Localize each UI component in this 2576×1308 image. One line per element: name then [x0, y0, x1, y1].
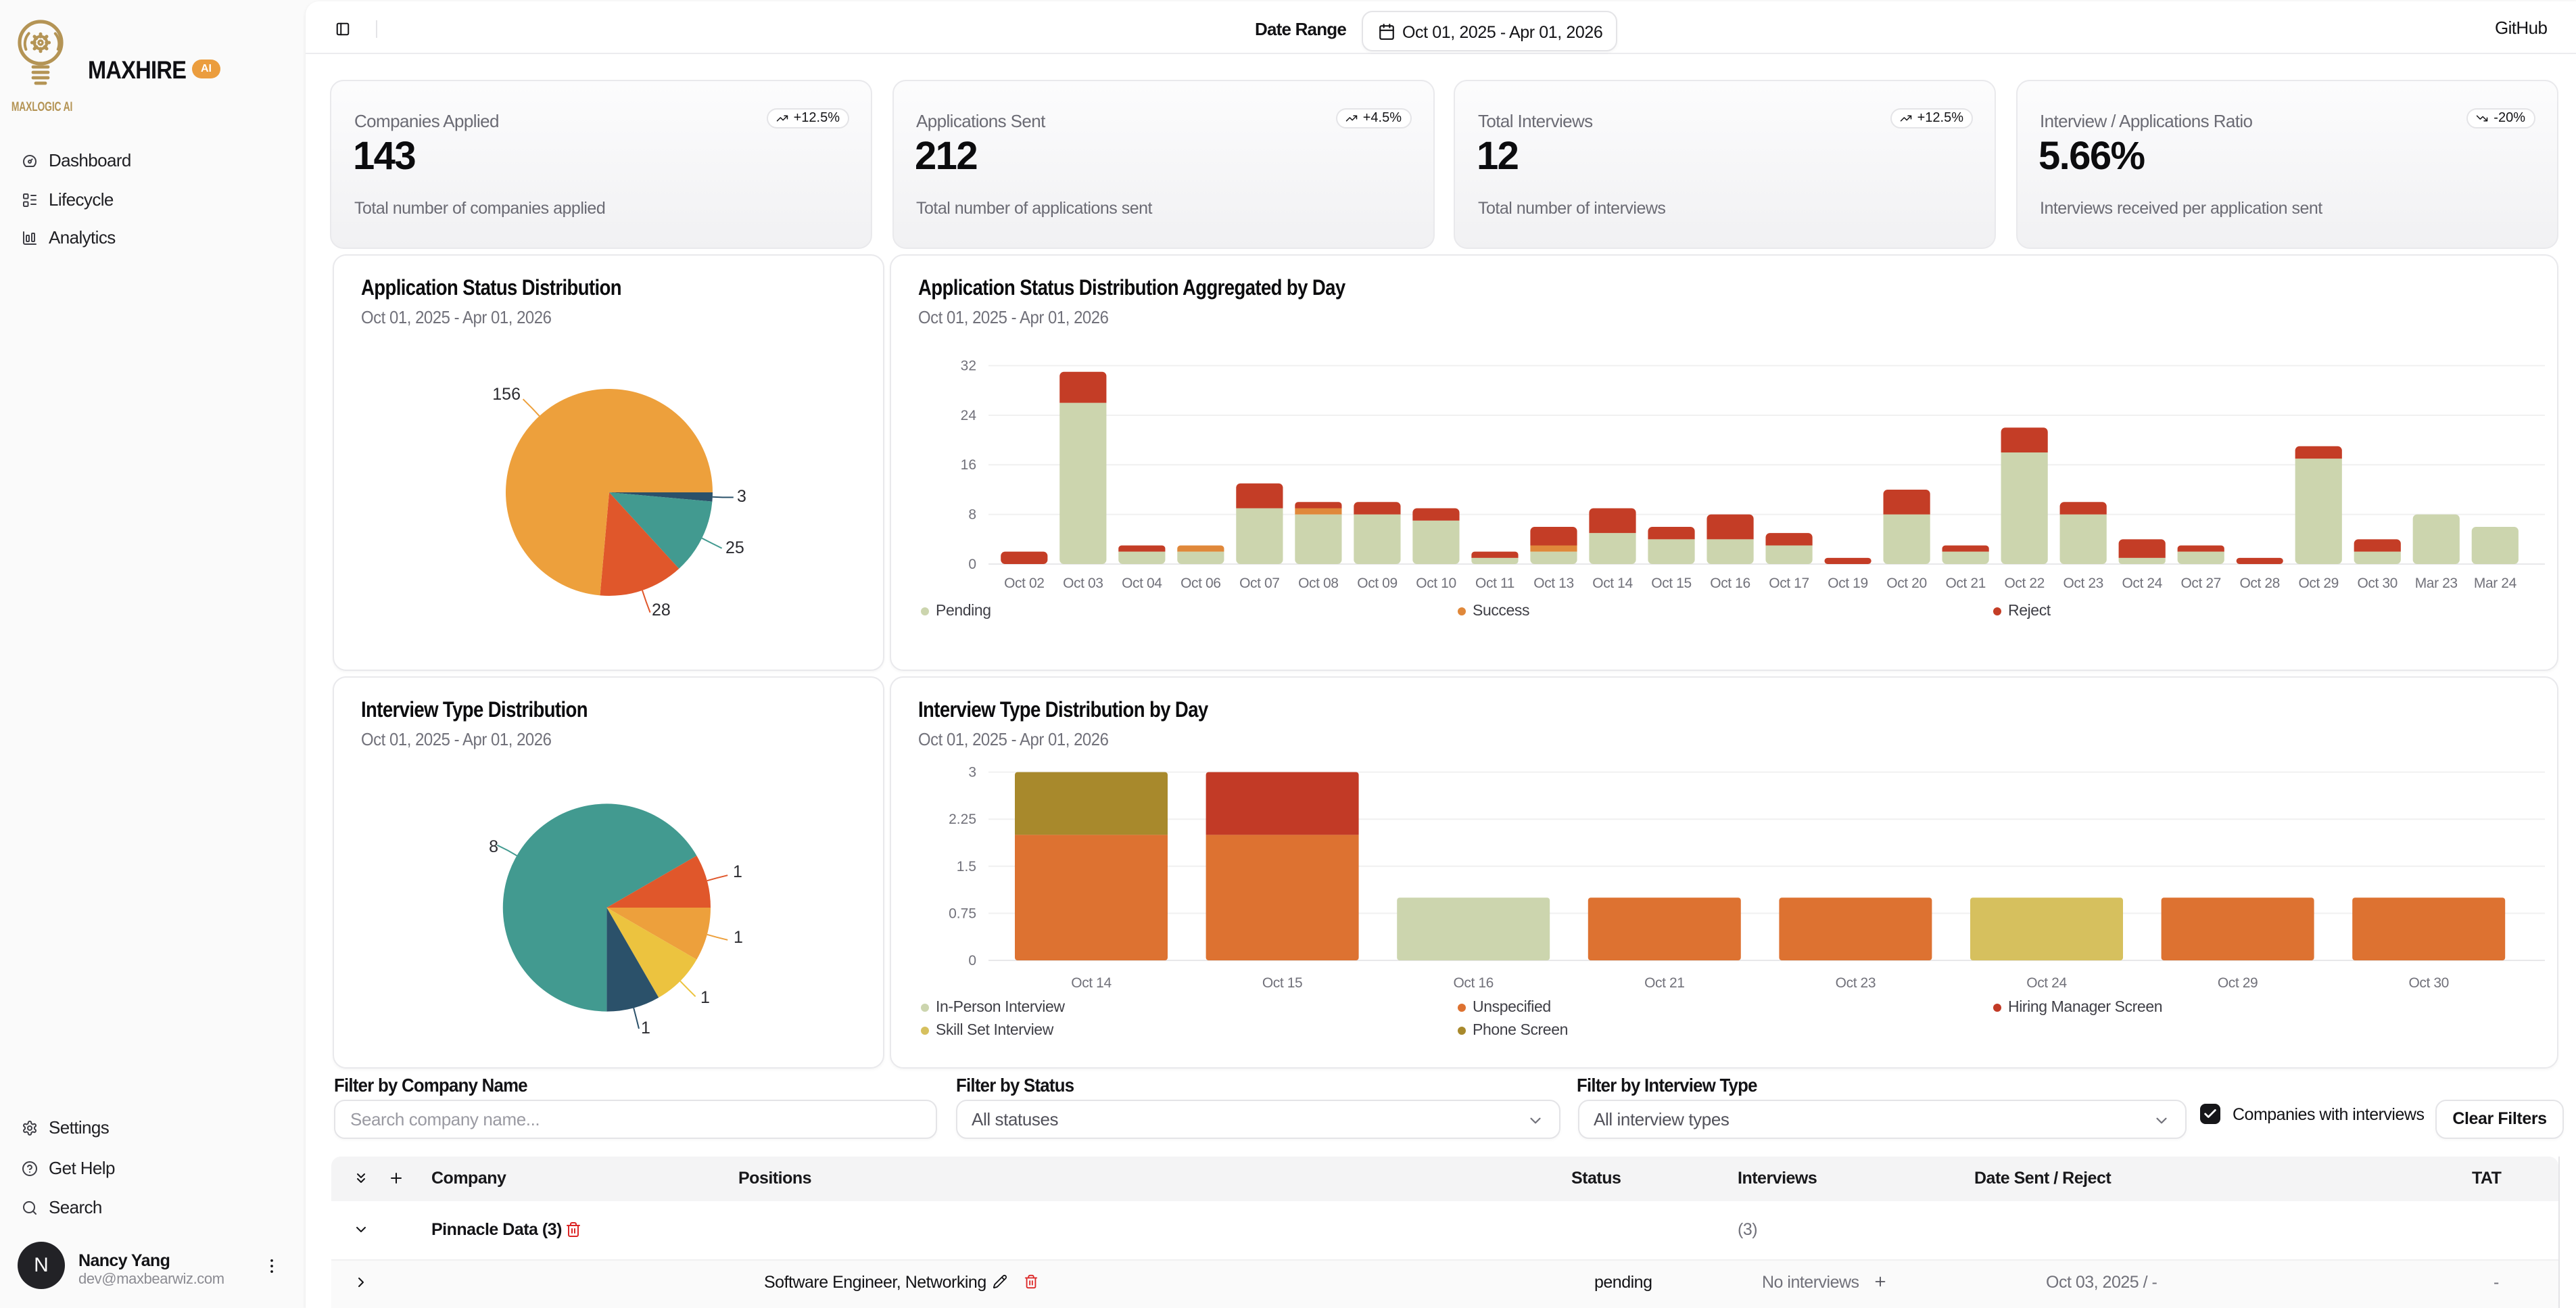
- svg-text:32: 32: [961, 358, 976, 374]
- svg-text:1: 1: [700, 988, 710, 1007]
- svg-text:Mar 24: Mar 24: [2474, 576, 2517, 591]
- svg-text:24: 24: [961, 408, 977, 423]
- svg-text:Oct 09: Oct 09: [1357, 576, 1397, 591]
- svg-text:28: 28: [652, 601, 671, 620]
- svg-text:Mar 23: Mar 23: [2415, 576, 2458, 591]
- svg-text:Oct 07: Oct 07: [1239, 576, 1279, 591]
- svg-text:Oct 14: Oct 14: [1071, 975, 1112, 991]
- svg-text:0: 0: [968, 953, 976, 968]
- svg-text:Oct 15: Oct 15: [1651, 576, 1691, 591]
- svg-text:Oct 24: Oct 24: [2122, 576, 2162, 591]
- svg-text:Oct 19: Oct 19: [1828, 576, 1867, 591]
- svg-text:Oct 04: Oct 04: [1122, 576, 1162, 591]
- svg-text:1: 1: [733, 862, 742, 881]
- svg-text:8: 8: [489, 837, 498, 856]
- svg-text:Oct 15: Oct 15: [1262, 975, 1302, 991]
- svg-text:Oct 27: Oct 27: [2180, 576, 2220, 591]
- svg-text:Oct 24: Oct 24: [2026, 975, 2067, 991]
- svg-text:2.25: 2.25: [949, 812, 976, 827]
- svg-text:Oct 21: Oct 21: [1644, 975, 1684, 991]
- svg-text:Oct 08: Oct 08: [1298, 576, 1338, 591]
- svg-text:Oct 21: Oct 21: [1945, 576, 1985, 591]
- svg-text:1: 1: [734, 928, 743, 947]
- svg-text:8: 8: [968, 507, 976, 523]
- svg-text:Oct 14: Oct 14: [1592, 576, 1633, 591]
- svg-text:Oct 03: Oct 03: [1063, 576, 1103, 591]
- svg-text:3: 3: [968, 765, 976, 780]
- svg-text:Oct 02: Oct 02: [1004, 576, 1044, 591]
- svg-text:Oct 16: Oct 16: [1453, 975, 1493, 991]
- svg-text:Oct 30: Oct 30: [2357, 576, 2397, 591]
- svg-text:1.5: 1.5: [957, 859, 976, 874]
- svg-text:1: 1: [641, 1019, 650, 1037]
- svg-text:Oct 10: Oct 10: [1416, 576, 1456, 591]
- svg-text:Oct 16: Oct 16: [1710, 576, 1750, 591]
- svg-text:3: 3: [737, 487, 746, 506]
- svg-text:156: 156: [492, 385, 521, 404]
- svg-text:0: 0: [968, 557, 976, 572]
- svg-text:Oct 13: Oct 13: [1533, 576, 1573, 591]
- svg-text:Oct 29: Oct 29: [2218, 975, 2258, 991]
- svg-text:Oct 22: Oct 22: [2004, 576, 2044, 591]
- svg-text:16: 16: [961, 457, 976, 473]
- svg-text:25: 25: [725, 538, 744, 557]
- svg-text:Oct 28: Oct 28: [2239, 576, 2279, 591]
- svg-text:Oct 30: Oct 30: [2408, 975, 2448, 991]
- svg-text:Oct 29: Oct 29: [2298, 576, 2338, 591]
- svg-text:Oct 11: Oct 11: [1475, 576, 1514, 591]
- svg-text:0.75: 0.75: [949, 906, 976, 921]
- svg-text:Oct 06: Oct 06: [1180, 576, 1220, 591]
- svg-text:Oct 17: Oct 17: [1769, 576, 1809, 591]
- svg-text:Oct 20: Oct 20: [1886, 576, 1926, 591]
- svg-text:Oct 23: Oct 23: [1836, 975, 1876, 991]
- svg-text:Oct 23: Oct 23: [2063, 576, 2103, 591]
